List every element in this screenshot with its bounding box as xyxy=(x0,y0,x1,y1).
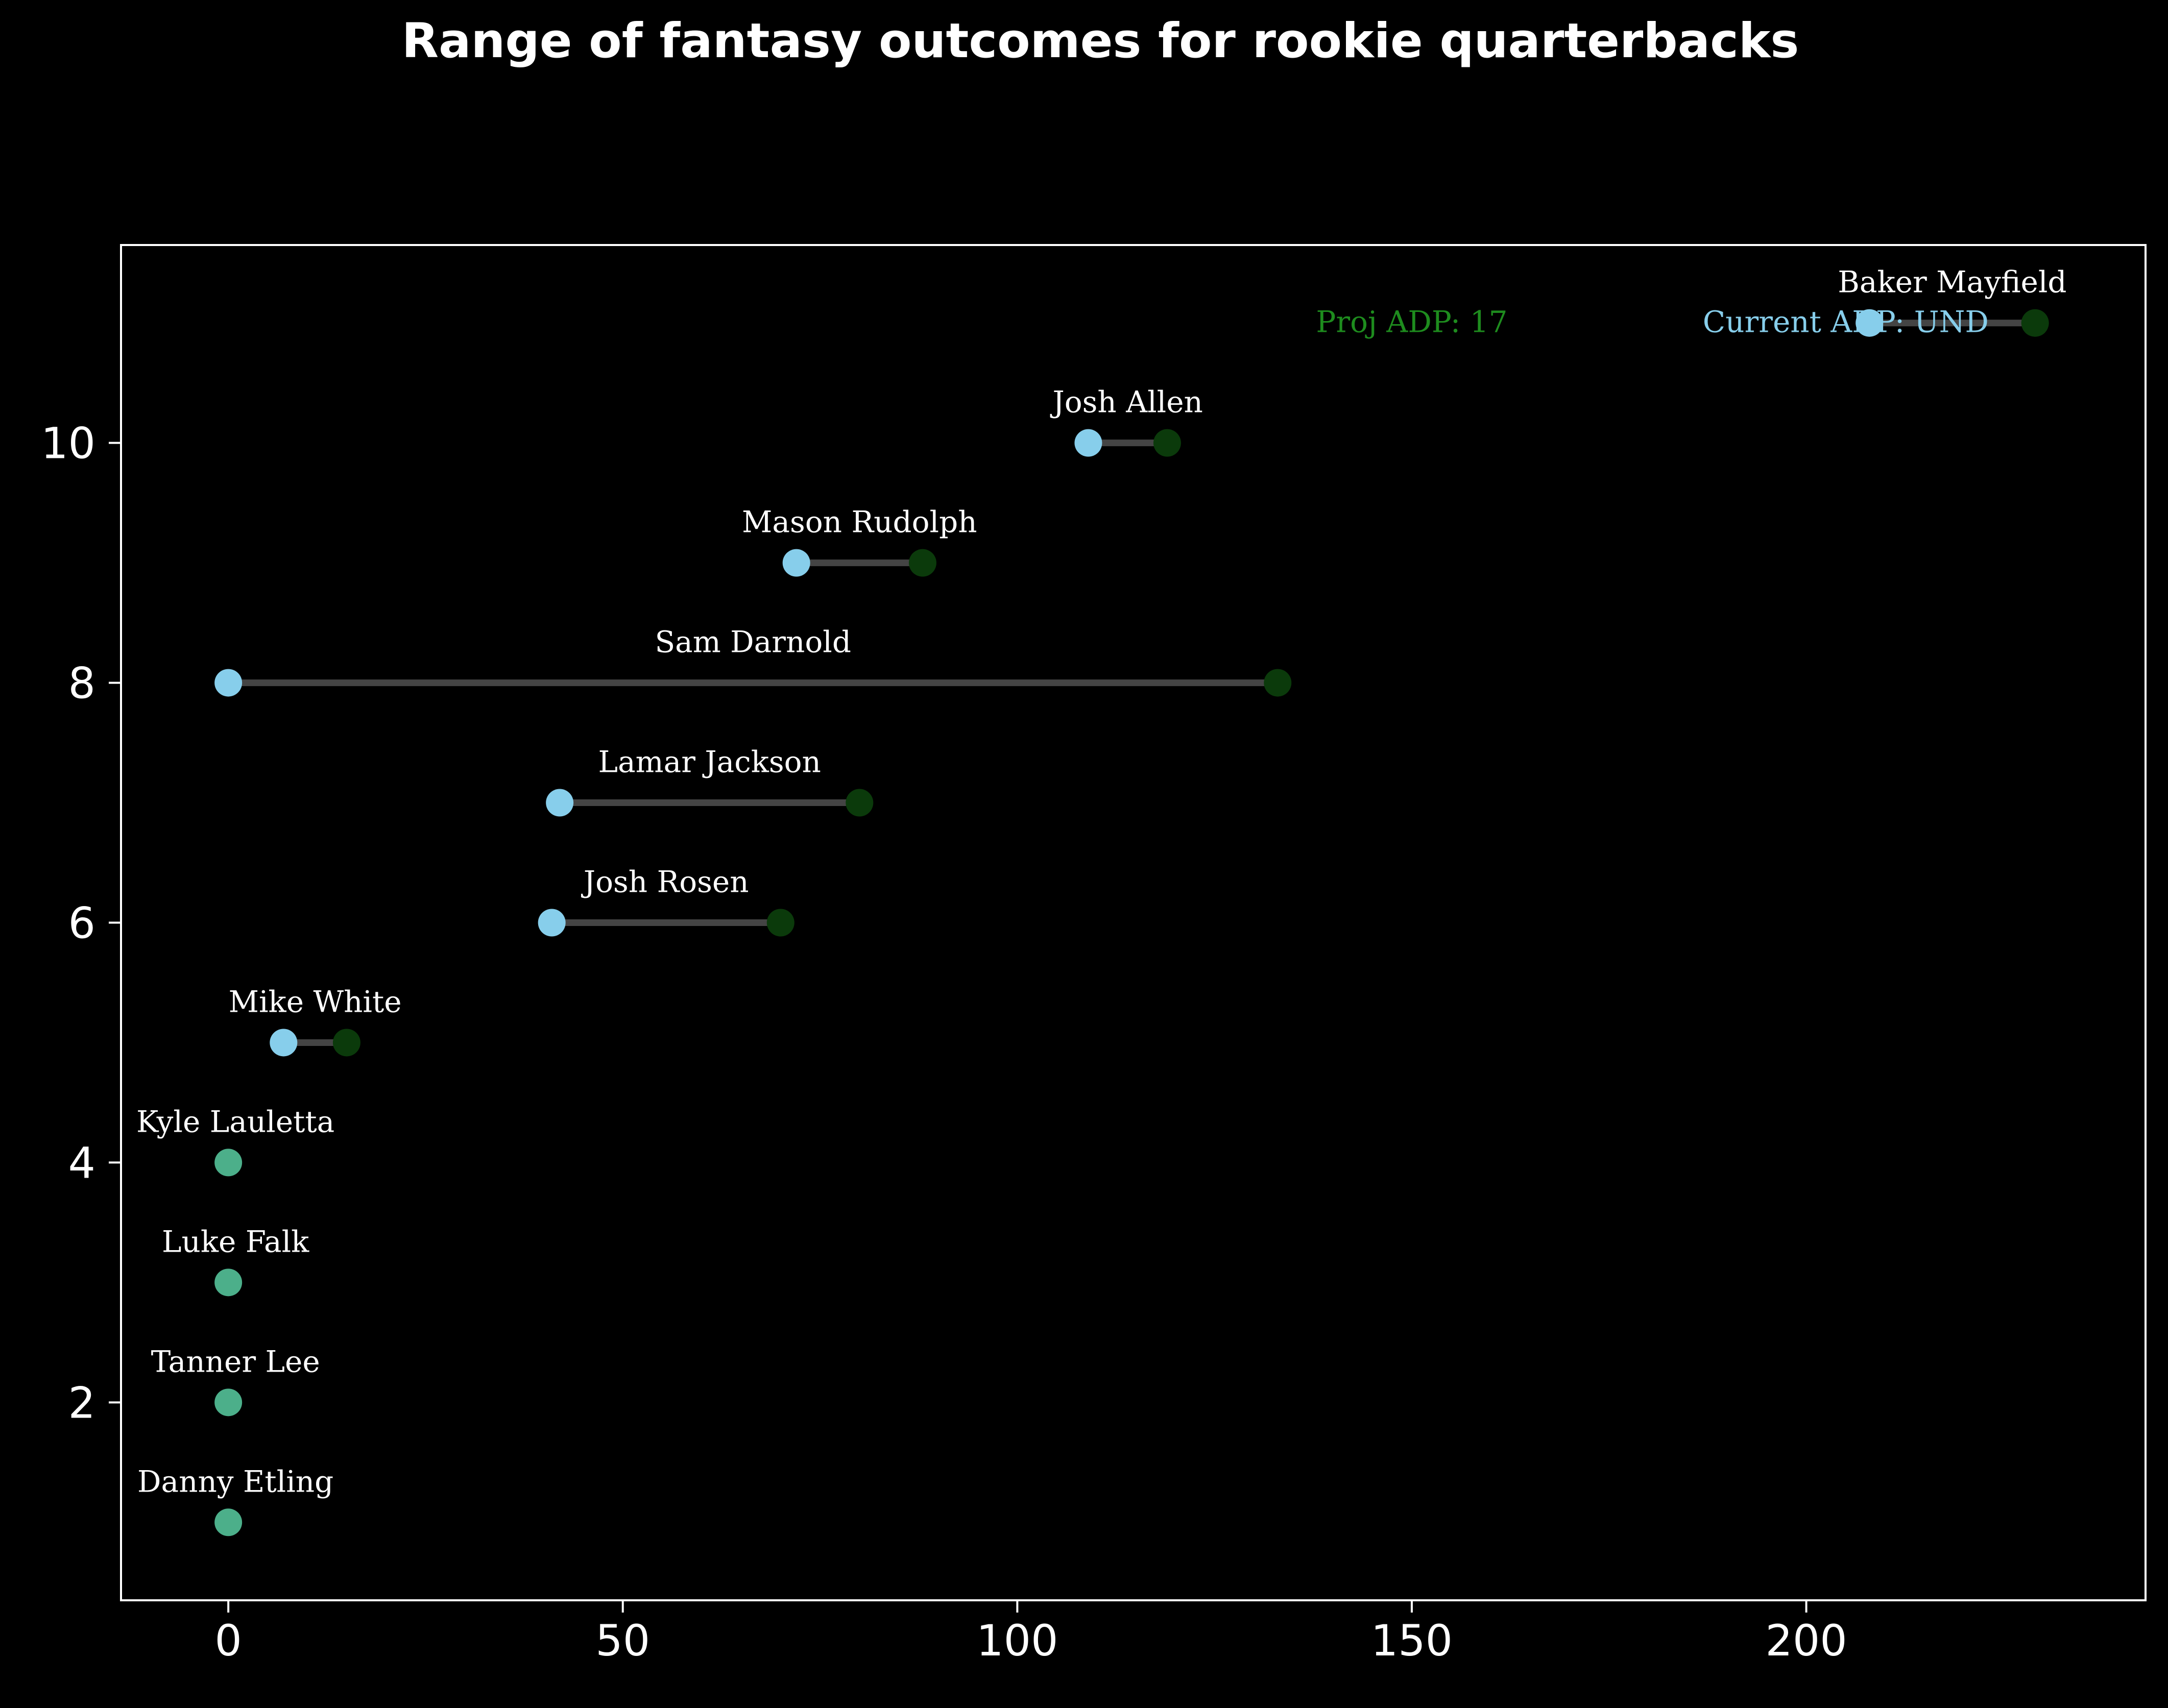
x-tick-label: 50 xyxy=(595,1616,650,1666)
current-adp-point xyxy=(1856,309,1884,337)
current-adp-point xyxy=(214,669,243,697)
x-tick-label: 100 xyxy=(976,1616,1058,1666)
data-points xyxy=(214,309,2049,1536)
range-connectors xyxy=(228,320,2035,1046)
projected-adp-point xyxy=(332,1029,360,1057)
player-name-label: Tanner Lee xyxy=(151,1344,320,1379)
projected-adp-point xyxy=(2021,309,2049,337)
projected-adp-point xyxy=(766,909,794,937)
player-name-label: Mason Rudolph xyxy=(742,505,977,540)
x-tick-label: 150 xyxy=(1371,1616,1453,1666)
current-adp-point xyxy=(1074,429,1102,457)
adp-point xyxy=(214,1508,243,1536)
y-tick-label: 8 xyxy=(68,658,95,709)
current-adp-point xyxy=(546,789,574,817)
player-name-label: Danny Etling xyxy=(137,1464,333,1499)
y-tick-label: 2 xyxy=(68,1378,95,1428)
player-name-label: Baker Mayfield xyxy=(1838,265,2066,300)
y-tick-label: 10 xyxy=(41,419,95,469)
x-axis: 0 50 100 150 200 xyxy=(214,1600,1847,1666)
x-tick-label: 200 xyxy=(1765,1616,1847,1666)
projected-adp-point xyxy=(1153,429,1181,457)
y-tick-label: 6 xyxy=(68,898,95,948)
player-name-label: Mike White xyxy=(229,984,402,1019)
current-adp-point xyxy=(782,549,810,577)
current-adp-point xyxy=(538,909,566,937)
adp-point xyxy=(214,1388,243,1417)
adp-point xyxy=(214,1268,243,1297)
player-name-label: Lamar Jackson xyxy=(598,745,821,779)
proj-adp-annotation: Proj ADP: 17 xyxy=(1316,305,1507,339)
player-name-label: Sam Darnold xyxy=(655,625,851,660)
projected-adp-point xyxy=(1264,669,1292,697)
player-name-label: Josh Rosen xyxy=(581,865,749,899)
current-adp-annotation: Current ADP: UND xyxy=(1703,305,1989,339)
player-name-label: Josh Allen xyxy=(1050,385,1202,420)
player-name-label: Kyle Lauletta xyxy=(136,1104,334,1139)
projected-adp-point xyxy=(846,789,874,817)
chart-title: Range of fantasy outcomes for rookie qua… xyxy=(402,13,1799,69)
projected-adp-point xyxy=(908,549,936,577)
y-axis: 2 4 6 8 10 xyxy=(41,419,121,1428)
adp-point xyxy=(214,1149,243,1177)
current-adp-point xyxy=(270,1029,298,1057)
adp-annotations: Proj ADP: 17 Current ADP: UND xyxy=(1316,305,1989,339)
y-tick-label: 4 xyxy=(68,1138,95,1188)
player-labels: Danny Etling Tanner Lee Luke Falk Kyle Laul… xyxy=(136,265,2067,1499)
x-tick-label: 0 xyxy=(214,1616,242,1666)
player-name-label: Luke Falk xyxy=(162,1224,309,1259)
